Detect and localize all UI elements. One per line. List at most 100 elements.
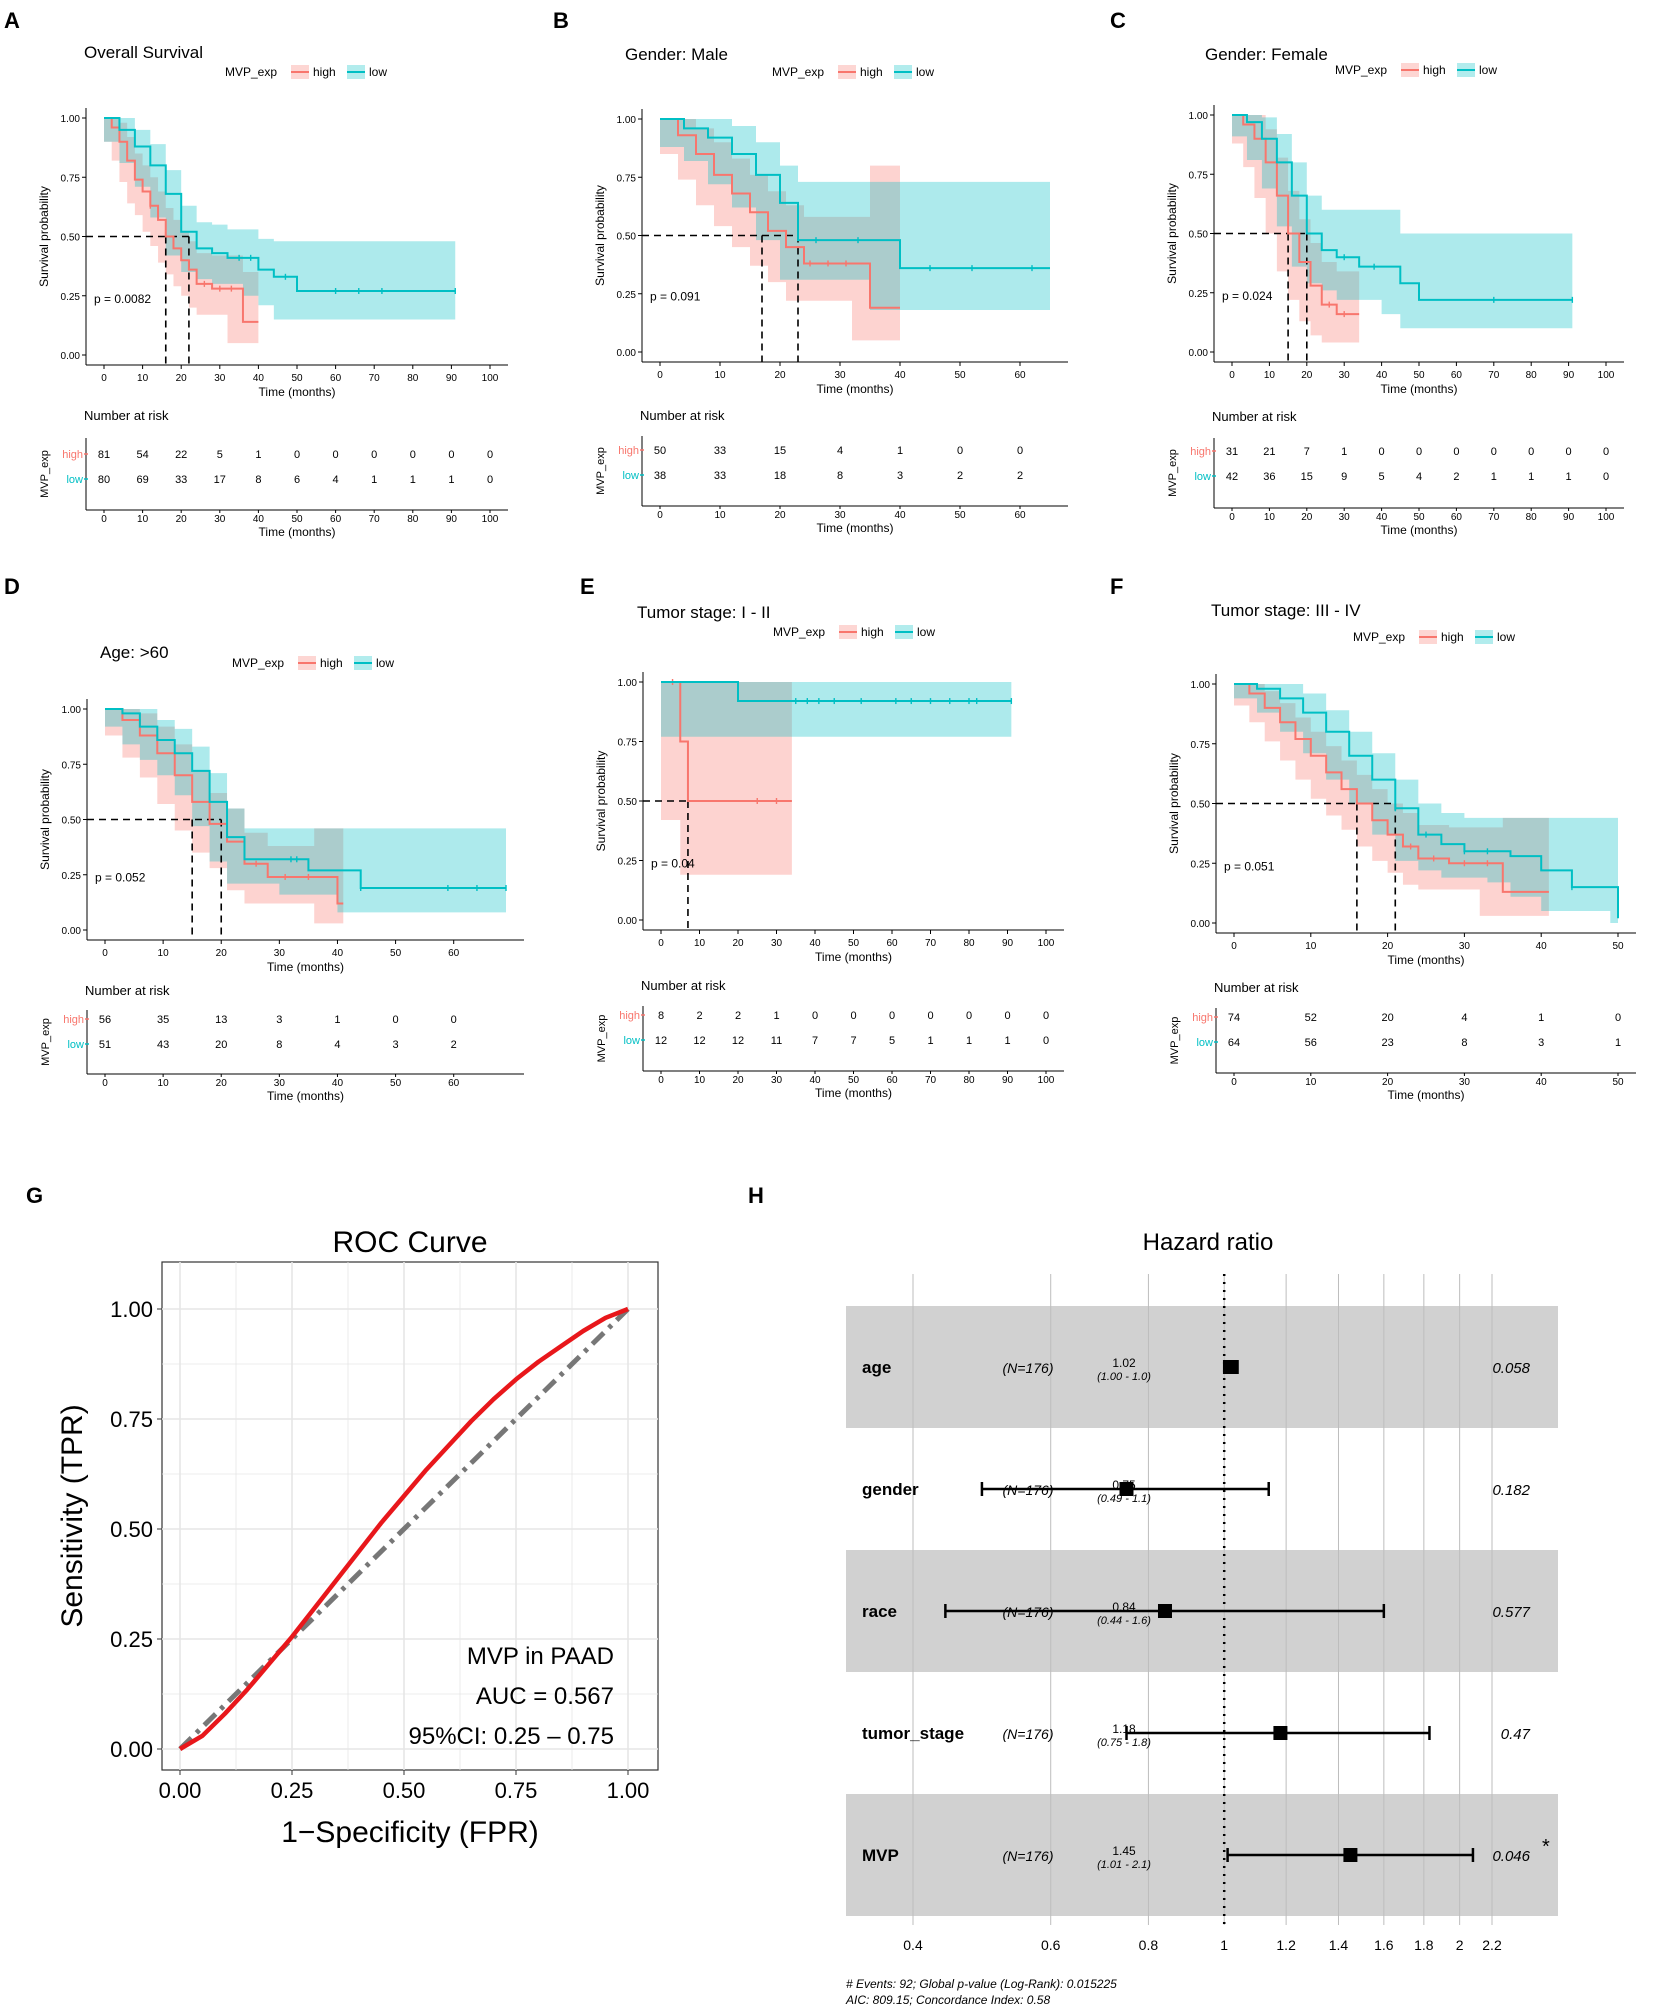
x-tick-label: 20 [176,373,188,384]
risk-row-label-high: high [619,1010,640,1022]
roc-plot-area [161,1261,659,1771]
x-tick-label: 100 [1038,938,1055,949]
risk-x-tick-label: 70 [925,1075,937,1086]
risk-x-tick-label: 50 [954,510,966,521]
y-tick-label: 1.00 [61,114,81,125]
x-tick-label: 80 [963,938,975,949]
ci-band-low [1232,115,1573,329]
y-tick-label: 1.00 [110,1297,153,1322]
panel-letter: D [4,574,20,599]
risk-x-tick-label: 80 [963,1075,975,1086]
risk-count-low: 17 [214,474,226,486]
x-tick-label: 0.6 [1041,1937,1061,1953]
y-tick-label: 0.50 [1191,800,1211,811]
risk-count-high: 0 [1603,446,1609,458]
legend-label-high: high [860,65,883,79]
roc-label-model: MVP in PAAD [467,1643,614,1670]
risk-row-label-high: high [1190,446,1211,458]
panel-letter: C [1110,8,1126,33]
risk-count-high: 13 [215,1014,227,1026]
panel-letter: H [748,1183,764,1208]
risk-count-low: 8 [255,474,261,486]
hazard-ratio-value: 1.02 [1112,1356,1136,1370]
y-axis-label: Survival probability [38,769,52,870]
x-tick-label: 1.4 [1329,1937,1349,1953]
survival-curve-high [104,117,259,323]
panel-letter: F [1110,574,1123,599]
risk-x-tick-label: 0 [1229,512,1235,523]
chart-title: Gender: Male [625,45,728,64]
risk-count-low: 20 [215,1039,227,1051]
panel-letter: A [4,8,20,33]
x-tick-label: 40 [809,938,821,949]
sample-size: (N=176) [1003,1360,1054,1376]
y-tick-label: 0.25 [110,1627,153,1652]
risk-x-tick-label: 70 [1488,512,1500,523]
legend-label-low: low [1479,63,1497,77]
risk-x-tick-label: 30 [1459,1077,1471,1088]
x-tick-label: 1.00 [607,1778,650,1803]
sample-size: (N=176) [1003,1726,1054,1742]
ci-band-low [660,119,1050,311]
x-tick-label: 90 [1002,938,1014,949]
risk-x-tick-label: 10 [694,1075,706,1086]
risk-x-tick-label: 40 [894,510,906,521]
y-tick-label: 1.00 [1191,680,1211,691]
risk-x-tick-label: 10 [1264,512,1276,523]
variable-label: race [862,1602,897,1621]
risk-count-low: 56 [1305,1037,1317,1049]
legend-title: MVP_exp [232,656,284,670]
y-tick-label: 0.25 [618,857,638,868]
risk-count-high: 0 [294,449,300,461]
risk-count-high: 7 [1304,446,1310,458]
risk-row-label-low: low [66,474,83,486]
hazard-ratio-value: 1.45 [1112,1844,1136,1858]
risk-x-tick-label: 100 [1598,512,1615,523]
risk-x-tick-label: 10 [714,510,726,521]
p-value: 0.046 [1492,1848,1530,1865]
x-tick-label: 1.2 [1276,1937,1296,1953]
y-tick-label: 0.25 [61,292,81,303]
risk-table: Number at risk MVP_exp high low 74 64 52 56 20 23… [1169,980,1636,1102]
risk-count-low: 8 [837,470,843,482]
risk-count-low: 42 [1226,471,1238,483]
risk-count-high: 1 [897,445,903,457]
survival-curve-low [1234,683,1619,919]
risk-count-low: 1 [927,1035,933,1047]
panel-letter: G [26,1183,43,1208]
y-axis-label: Survival probability [594,751,608,852]
risk-count-high: 4 [837,445,843,457]
legend-title: MVP_exp [1335,63,1387,77]
legend: MVP_exp high low [232,656,394,670]
x-tick-label: 0 [1229,370,1235,381]
legend-swatch-high-fill [838,65,856,79]
risk-count-low: 69 [136,474,148,486]
x-tick-label: 30 [1339,370,1351,381]
ci-band-high [1234,684,1549,916]
forest-row: tumor_stage (N=176) 1.18(0.75 - 1.8) 0.47 [862,1722,1531,1749]
x-tick-label: 2.2 [1482,1937,1502,1953]
x-axis-label: Time (months) [1381,382,1458,396]
risk-count-low: 18 [774,470,786,482]
x-tick-label: 30 [834,370,846,381]
risk-count-high: 50 [654,445,666,457]
forest-row: age (N=176) 1.02(1.00 - 1.0) 0.058 [862,1356,1531,1383]
panel-letter: E [580,574,595,599]
risk-count-low: 4 [333,474,339,486]
x-tick-label: 20 [216,948,228,959]
y-tick-label: 1.00 [617,115,637,126]
risk-count-low: 1 [1566,471,1572,483]
x-tick-label: 0 [101,373,107,384]
x-tick-label: 0 [102,948,108,959]
risk-table-title: Number at risk [641,978,726,993]
risk-count-high: 0 [1017,445,1023,457]
forest-panel: H Hazard ratio 0.4 0.6 0.8 1 1.2 1.4 1.6 1.8 2 2.2 a… [748,1183,1558,2007]
risk-y-label: MVP_exp [596,1015,608,1063]
risk-row-label-low: low [623,1035,640,1047]
risk-count-high: 56 [99,1014,111,1026]
risk-count-high: 33 [714,445,726,457]
